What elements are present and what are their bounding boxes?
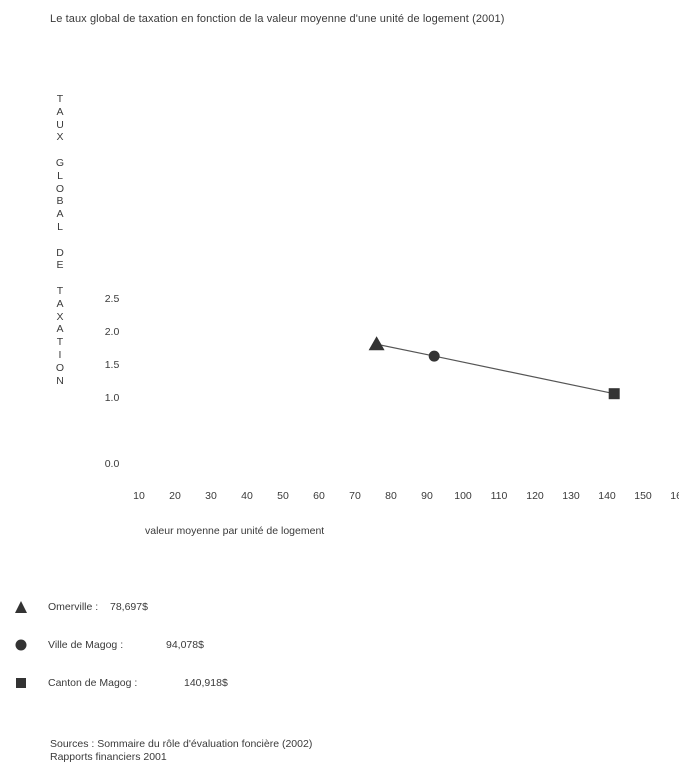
- chart-plot: 102030405060708090100110120130140150160 …: [105, 293, 679, 502]
- y-tick-label: 2.0: [105, 326, 120, 338]
- x-tick-label: 90: [421, 490, 433, 502]
- x-tick-label: 110: [491, 490, 508, 502]
- legend-label: Omerville :: [48, 601, 99, 613]
- x-tick-label: 160: [670, 490, 679, 502]
- y-axis-label-letter: T: [56, 93, 64, 105]
- y-axis-label-letter: T: [56, 284, 64, 297]
- x-tick-label: 40: [241, 490, 253, 502]
- data-point-square: [608, 388, 620, 400]
- y-axis-label-letter: B: [56, 195, 64, 208]
- x-tick-label: 70: [349, 490, 361, 502]
- y-axis-label-letter: D: [56, 246, 64, 259]
- x-tick-label: 140: [598, 490, 616, 502]
- data-series: [368, 336, 620, 400]
- x-tick-labels: 10 20 30 40 50 60 70 80 90 100 110 120 130 140 150 160: [133, 490, 679, 502]
- x-tick-label: 20: [169, 490, 181, 502]
- x-tick-label: 60: [313, 490, 325, 502]
- y-tick-label: 1.5: [105, 359, 120, 371]
- x-tick-label: 120: [526, 490, 544, 502]
- y-axis-label-letter: L: [57, 169, 63, 182]
- y-axis-label-letter: L: [57, 220, 63, 233]
- y-axis-label-letter: I: [58, 348, 62, 361]
- triangle-marker-icon: [15, 601, 27, 613]
- y-axis-label-letter: O: [55, 361, 65, 374]
- data-point-circle: [428, 350, 440, 362]
- legend-label: Ville de Magog :: [48, 639, 124, 651]
- square-marker-icon: [16, 678, 26, 688]
- y-axis-label-letter: A: [56, 297, 64, 310]
- data-point-triangle: [368, 336, 385, 351]
- chart-title: Le taux global de taxation en fonction d…: [50, 13, 505, 25]
- y-axis-label-letter: G: [55, 156, 65, 169]
- y-tick-label: 1.0: [105, 392, 120, 404]
- sources-line-2: Rapports financiers 2001: [50, 751, 167, 763]
- y-axis-label-letter: A: [56, 208, 64, 221]
- y-axis-label-letter: A: [56, 105, 64, 118]
- legend-value: 140,918$: [184, 677, 228, 689]
- y-axis-label-letter: N: [56, 374, 64, 387]
- x-tick-label: 150: [634, 490, 652, 502]
- legend-value: 94,078$: [166, 639, 204, 651]
- y-axis-label-letter: X: [56, 310, 64, 323]
- y-tick-label: 2.5: [105, 293, 120, 305]
- y-axis-label-letter: A: [56, 323, 64, 336]
- circle-marker-icon: [15, 639, 27, 651]
- legend-label: Canton de Magog :: [48, 677, 138, 689]
- y-tick-label: 0.0: [105, 458, 120, 470]
- x-axis-label: valeur moyenne par unité de logement: [145, 525, 325, 537]
- x-tick-label: 10: [133, 490, 145, 502]
- x-tick-label: 100: [454, 490, 472, 502]
- y-axis-label-letter: T: [56, 336, 64, 349]
- y-axis-label-letter: U: [56, 118, 64, 131]
- sources-note: Sources : Sommaire du rôle d'évaluation …: [50, 738, 312, 764]
- x-tick-label: 50: [277, 490, 289, 502]
- x-tick-label: 80: [385, 490, 397, 502]
- y-tick-labels: 0.0 1.0 1.5 2.0 2.5: [105, 293, 120, 470]
- sources-line-1: Sources : Sommaire du rôle d'évaluation …: [50, 738, 313, 750]
- y-axis-label-letter: E: [56, 259, 64, 272]
- y-axis-label-letter: O: [55, 182, 65, 195]
- series-line: [376, 343, 615, 395]
- legend-value: 78,697$: [110, 601, 148, 613]
- y-axis-label-letter: X: [56, 131, 64, 144]
- x-tick-label: 30: [205, 490, 217, 502]
- x-tick-label: 130: [562, 490, 580, 502]
